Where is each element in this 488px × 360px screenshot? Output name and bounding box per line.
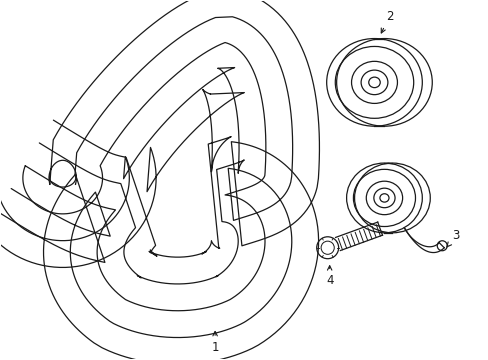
Text: 4: 4 bbox=[325, 266, 333, 287]
Text: 1: 1 bbox=[211, 332, 219, 354]
Text: 2: 2 bbox=[381, 10, 392, 33]
Text: 3: 3 bbox=[446, 229, 459, 247]
